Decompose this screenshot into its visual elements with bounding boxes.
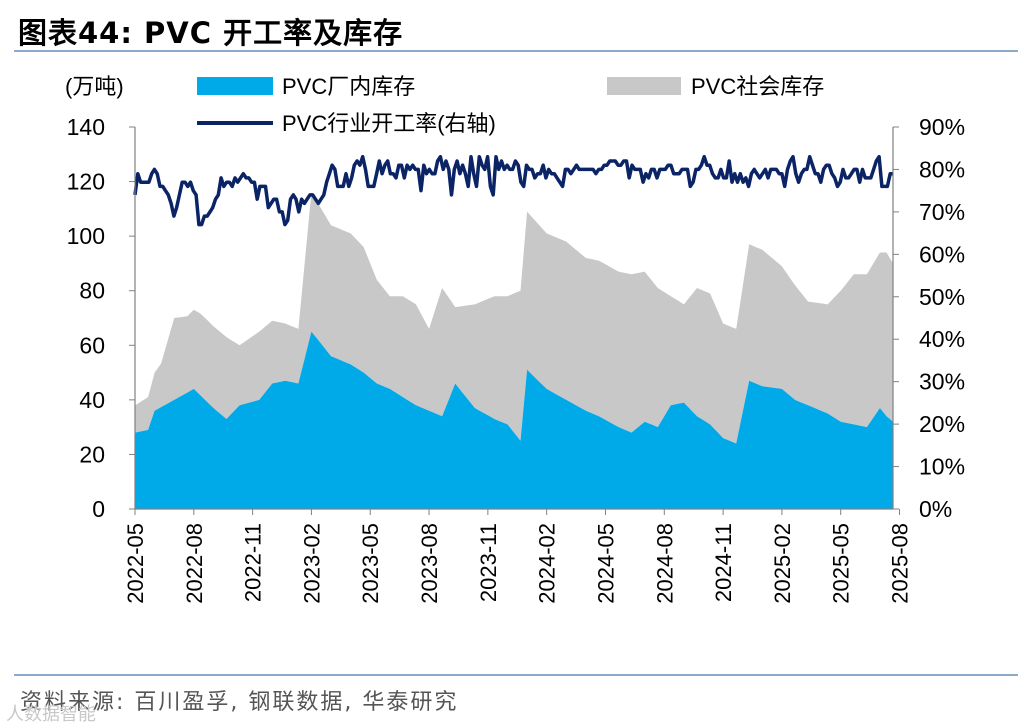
legend: (万吨) PVC厂内库存 PVC社会库存 PVC行业开工率(右轴) bbox=[65, 74, 824, 136]
page-title: 图表44: PVC 开工率及库存 bbox=[18, 16, 404, 50]
legend-swatch-social bbox=[607, 77, 681, 95]
x-tick-label: 2024-11 bbox=[711, 523, 736, 602]
axes bbox=[129, 126, 901, 515]
right-tick-label: 80% bbox=[919, 156, 965, 182]
right-tick-label: 0% bbox=[919, 496, 952, 522]
left-tick-label: 120 bbox=[67, 169, 105, 195]
x-tick-label: 2023-11 bbox=[476, 523, 501, 602]
x-tick-label: 2025-08 bbox=[888, 523, 913, 604]
left-tick-label: 80 bbox=[79, 278, 105, 304]
legend-label-factory: PVC厂内库存 bbox=[282, 74, 415, 99]
x-tick-label: 2022-08 bbox=[182, 523, 207, 604]
right-tick-label: 30% bbox=[919, 369, 965, 395]
tick-labels: 0 20 40 60 80 100 120 140 0% 10% 20% 30% 40% 50% 60% 70… bbox=[67, 114, 965, 604]
right-tick-label: 20% bbox=[919, 411, 965, 437]
left-tick-label: 100 bbox=[67, 223, 105, 249]
legend-swatch-factory bbox=[197, 77, 273, 95]
x-tick-label: 2024-08 bbox=[652, 523, 677, 604]
x-tick-label: 2024-02 bbox=[535, 523, 560, 604]
source-note: 资料来源: 百川盈孚, 钢联数据, 华泰研究 bbox=[20, 690, 459, 715]
title-divider bbox=[14, 50, 1018, 52]
x-tick-label: 2023-08 bbox=[417, 523, 442, 604]
right-tick-label: 40% bbox=[919, 326, 965, 352]
right-tick-label: 70% bbox=[919, 199, 965, 225]
left-tick-label: 0 bbox=[92, 496, 105, 522]
x-tick-label: 2025-02 bbox=[770, 523, 795, 604]
left-tick-label: 40 bbox=[79, 387, 105, 413]
watermark: 人数据智能 bbox=[6, 704, 96, 725]
x-tick-label: 2023-05 bbox=[358, 523, 383, 604]
x-tick-label: 2022-05 bbox=[123, 523, 148, 604]
right-tick-label: 10% bbox=[919, 454, 965, 480]
x-tick-label: 2025-05 bbox=[829, 523, 854, 604]
left-axis-unit: (万吨) bbox=[65, 74, 124, 99]
social-inventory-area bbox=[135, 192, 893, 444]
x-tick-label: 2024-05 bbox=[593, 523, 618, 604]
x-tick-label: 2023-02 bbox=[299, 523, 324, 604]
factory-inventory-area bbox=[135, 331, 893, 509]
inventory-areas bbox=[135, 192, 893, 509]
legend-label-social: PVC社会库存 bbox=[691, 74, 824, 99]
operating-rate-line bbox=[133, 154, 893, 227]
right-tick-label: 90% bbox=[919, 114, 965, 140]
x-tick-label: 2022-11 bbox=[241, 523, 266, 602]
left-tick-label: 20 bbox=[79, 441, 105, 467]
left-tick-label: 60 bbox=[79, 332, 105, 358]
legend-label-rate: PVC行业开工率(右轴) bbox=[282, 111, 496, 136]
rate-line-group bbox=[133, 154, 893, 227]
left-tick-label: 140 bbox=[67, 114, 105, 140]
right-tick-label: 50% bbox=[919, 284, 965, 310]
source-divider bbox=[14, 674, 1018, 676]
right-tick-label: 60% bbox=[919, 241, 965, 267]
